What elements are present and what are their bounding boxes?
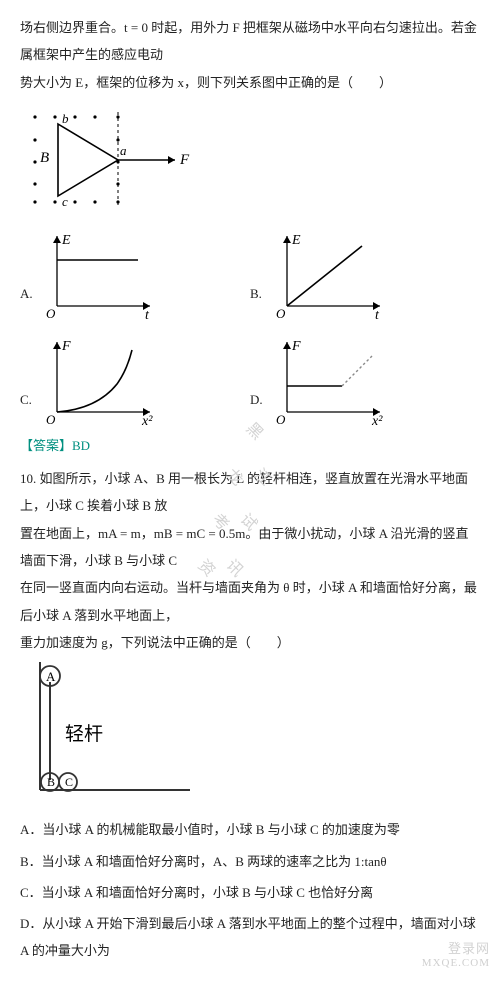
- label-a: a: [120, 143, 127, 158]
- opt-A-xlabel: t: [145, 308, 150, 320]
- label-B: B: [40, 150, 49, 166]
- opt-A-origin: O: [46, 306, 56, 320]
- option-C: C. F x² O: [20, 334, 250, 426]
- opt-C-ylabel: F: [61, 339, 71, 354]
- opt-C-origin: O: [46, 412, 56, 426]
- option-B: B. E t O: [250, 228, 480, 320]
- label-c: c: [62, 194, 68, 209]
- opt-A-ylabel: E: [61, 233, 71, 248]
- opt-D-origin: O: [276, 412, 286, 426]
- triangle-frame: [58, 124, 118, 196]
- q10-line-3: 在同一竖直面内向右运动。当杆与墙面夹角为 θ 时，小球 A 和墙面恰好分离，最后…: [20, 574, 480, 629]
- choice-A: A．当小球 A 的机械能取最小值时，小球 B 与小球 C 的加速度为零: [20, 816, 480, 843]
- opt-C-curve: [57, 350, 132, 412]
- triangle-field-diagram: B F b c a: [20, 102, 480, 212]
- label-b: b: [62, 111, 69, 126]
- source-watermark: 登录网 MXQE.COM: [422, 942, 490, 968]
- label-F: F: [179, 152, 190, 168]
- option-D-label: D.: [250, 386, 272, 413]
- q10-line-2: 置在地面上，mA = m，mB = mC = 0.5m。由于微小扰动，小球 A …: [20, 520, 480, 575]
- choice-B: B．当小球 A 和墙面恰好分离时，A、B 两球的速率之比为 1:tanθ: [20, 848, 480, 875]
- q10-line-1: 10. 如图所示，小球 A、B 用一根长为 L 的轻杆相连，竖直放置在光滑水平地…: [20, 465, 480, 520]
- force-arrow-head: [168, 156, 175, 164]
- option-A: A. E t O: [20, 228, 250, 320]
- rod-label: 轻杆: [65, 723, 103, 745]
- ball-C-label: C: [65, 775, 73, 789]
- ball-B-label: B: [47, 775, 55, 789]
- q10-line-4: 重力加速度为 g，下列说法中正确的是（ ）: [20, 629, 480, 656]
- choice-list: A．当小球 A 的机械能取最小值时，小球 B 与小球 C 的加速度为零 B．当小…: [20, 816, 480, 964]
- opt-B-xlabel: t: [375, 308, 380, 320]
- choice-D: D．从小球 A 开始下滑到最后小球 A 落到水平地面上的整个过程中，墙面对小球 …: [20, 910, 480, 965]
- opt-B-curve: [287, 246, 362, 306]
- opt-B-ylabel: E: [291, 233, 301, 248]
- answer-value: BD: [72, 438, 90, 453]
- opt-D-dash: [342, 356, 372, 386]
- intro-line-2: 势大小为 E，框架的位移为 x，则下列关系图中正确的是（ ）: [20, 69, 480, 96]
- rod-diagram: A B C 轻杆: [20, 662, 480, 812]
- opt-D-ylabel: F: [291, 339, 301, 354]
- option-C-label: C.: [20, 386, 42, 413]
- opt-D-xlabel: x²: [371, 414, 383, 426]
- option-B-label: B.: [250, 280, 272, 307]
- ball-A-label: A: [46, 669, 56, 684]
- answer-line: 【答案】BD: [20, 432, 480, 459]
- option-D: D. F x² O: [250, 334, 480, 426]
- opt-C-xlabel: x²: [141, 414, 153, 426]
- option-A-label: A.: [20, 280, 42, 307]
- answer-label: 【答案】: [20, 438, 72, 453]
- choice-C: C．当小球 A 和墙面恰好分离时，小球 B 与小球 C 也恰好分离: [20, 879, 480, 906]
- intro-line-1: 场右侧边界重合。t = 0 时起，用外力 F 把框架从磁场中水平向右匀速拉出。若…: [20, 14, 480, 69]
- opt-B-origin: O: [276, 306, 286, 320]
